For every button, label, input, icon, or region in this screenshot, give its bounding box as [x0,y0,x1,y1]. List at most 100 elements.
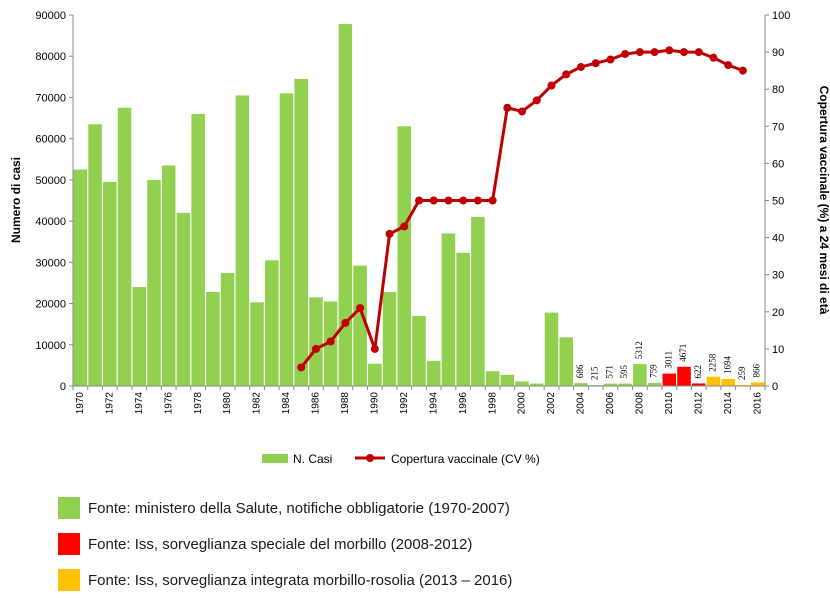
data-label: 2258 [708,353,718,372]
y2-tick-label: 80 [772,84,784,96]
x-tick-label: 1974 [134,392,145,415]
bar [750,382,765,386]
bar [559,337,574,386]
bar [132,287,147,386]
source-text: Fonte: Iss, sorveglianza integrata morbi… [88,571,513,589]
x-tick-label: 1970 [75,392,86,415]
y2-tick-label: 50 [772,196,784,208]
legend-line-label: Copertura vaccinale (CV %) [391,452,540,466]
y-tick-label: 90000 [35,10,66,22]
y2-tick-label: 40 [772,233,784,245]
coverage-point [709,53,718,62]
coverage-point [665,46,674,55]
bar [603,383,618,386]
y-tick-label: 80000 [35,51,66,63]
source-text: Fonte: Iss, sorveglianza speciale del mo… [88,535,473,553]
source-item-iss-integrata: Fonte: Iss, sorveglianza integrata morbi… [58,562,512,598]
x-tick-label: 1996 [458,392,469,415]
axes: 0100002000030000400005000060000700008000… [35,10,790,414]
data-label: 595 [619,365,629,379]
coverage-point [429,196,438,205]
coverage-point [532,96,541,105]
data-label: 3011 [663,351,673,369]
x-tick-label: 1978 [193,392,204,415]
x-tick-label: 2012 [693,392,704,415]
bar [456,252,470,386]
y2-tick-label: 90 [772,47,784,59]
bar [633,364,647,386]
bar [500,374,515,386]
coverage-point [621,49,630,58]
data-label: 5312 [634,341,644,359]
x-tick-label: 1986 [311,392,322,415]
y2-tick-label: 0 [772,381,778,393]
x-tick-label: 1984 [281,392,292,415]
coverage-point [503,103,512,112]
coverage-point [311,344,320,353]
x-tick-label: 1972 [104,392,115,415]
coverage-point [518,107,527,116]
source-swatch-green [58,497,80,519]
coverage-point [370,344,379,353]
data-label-group: 686 215 571 595 5312 759 3011 4671 622 2258 1694 25… [575,341,762,380]
data-label: 571 [604,365,614,379]
x-tick-label: 1982 [252,392,263,415]
x-tick-label: 2014 [723,392,734,415]
data-label: 215 [590,366,600,380]
legend-bars-label: N. Casi [293,452,332,466]
y2-tick-label: 60 [772,158,784,170]
bar [662,373,677,386]
coverage-point [606,55,615,64]
coverage-point [724,61,733,70]
x-tick-label: 1988 [340,392,351,415]
coverage-point [547,81,556,90]
coverage-point [576,62,585,71]
bar [426,360,441,386]
coverage-point [738,66,747,75]
source-swatch-red [58,533,80,555]
source-item-iss-speciale: Fonte: Iss, sorveglianza speciale del mo… [58,526,512,562]
source-item-ministero: Fonte: ministero della Salute, notifiche… [58,490,512,526]
y2-tick-label: 30 [772,270,784,282]
bar [191,113,205,386]
y-tick-label: 70000 [35,92,66,104]
bar [368,363,382,386]
bar [161,165,176,386]
chart-legend: N. Casi Copertura vaccinale (CV %) [262,452,540,466]
bar [206,292,220,386]
source-list: Fonte: ministero della Salute, notifiche… [58,490,512,598]
coverage-point [341,318,350,327]
data-label: 259 [737,366,747,380]
x-tick-label: 2016 [752,392,763,415]
source-swatch-yellow [58,569,80,591]
x-tick-label: 1990 [369,392,380,415]
x-tick-label: 1998 [487,392,498,415]
bar [103,181,117,386]
bar [250,302,264,386]
bar [544,312,559,386]
x-tick-label: 2000 [517,392,528,415]
coverage-point [459,196,468,205]
data-label: 686 [575,364,585,378]
bar [279,93,294,387]
bar [721,379,735,386]
bar [73,169,88,386]
coverage-point [385,229,394,238]
bar [471,216,485,386]
coverage-point [650,48,659,57]
bar [515,381,529,386]
y2-tick-label: 100 [772,10,790,22]
bar [485,371,500,386]
y-tick-label: 30000 [35,257,66,269]
data-label: 1694 [722,356,732,375]
legend-line-marker [366,454,374,462]
data-label: 759 [649,364,659,378]
legend-bars-swatch [262,454,288,463]
y2-tick-label: 10 [772,344,784,356]
coverage-point [591,59,600,68]
bar [647,382,662,386]
bar [691,383,706,386]
x-tick-label: 2010 [664,392,675,415]
y-tick-label: 20000 [35,299,66,311]
coverage-line-series [297,46,747,372]
